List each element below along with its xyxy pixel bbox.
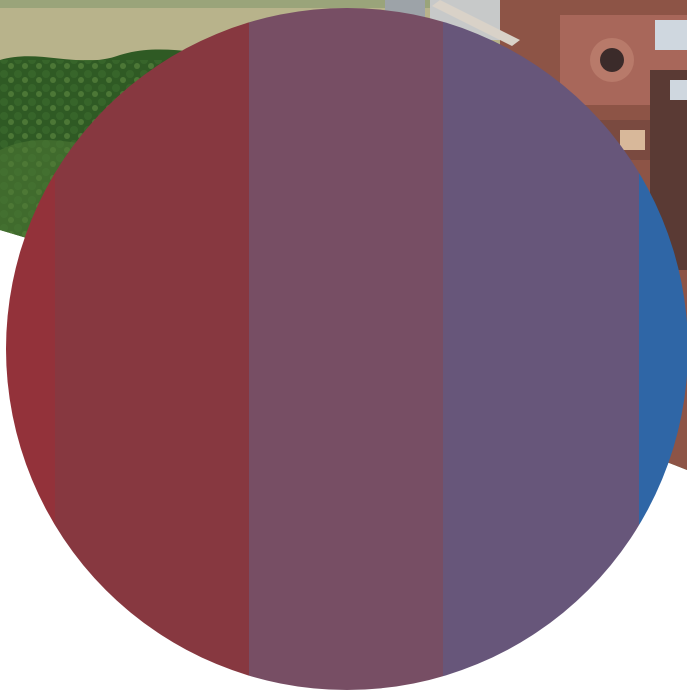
stripe-mauve [249, 8, 443, 690]
